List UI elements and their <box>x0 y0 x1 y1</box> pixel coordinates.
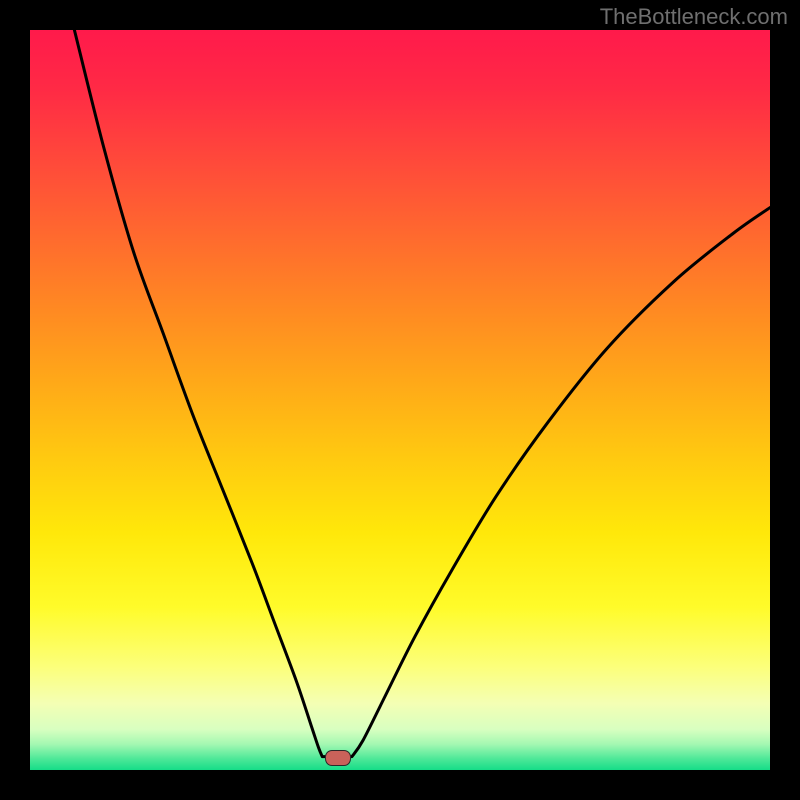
bottleneck-curve <box>30 30 770 770</box>
optimal-point-marker <box>325 750 351 766</box>
watermark-text: TheBottleneck.com <box>600 4 788 30</box>
curve-path <box>74 30 770 757</box>
bottleneck-chart <box>30 30 770 770</box>
